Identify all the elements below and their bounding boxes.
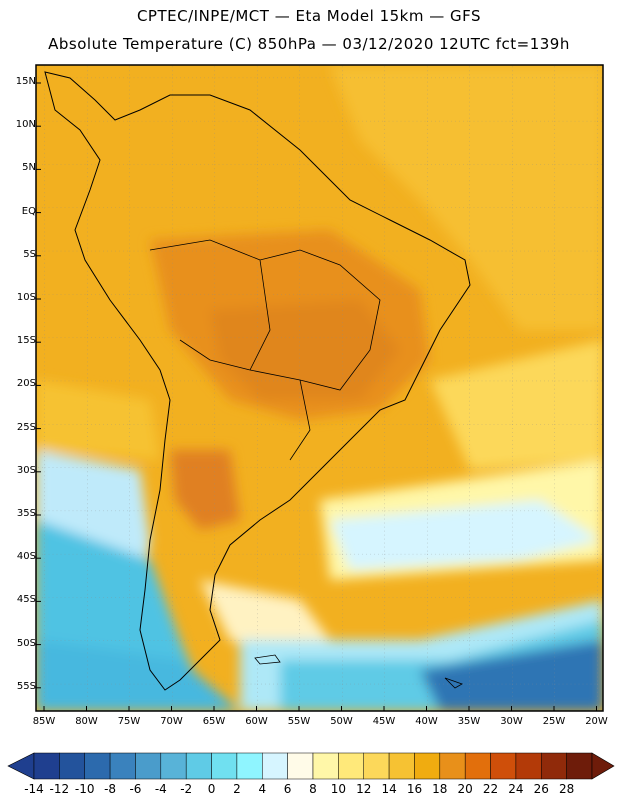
colorbar-swatch: [414, 752, 441, 780]
lat-label: 30S: [16, 464, 36, 476]
colorbar-label: 6: [283, 782, 292, 796]
lon-label: 45W: [372, 716, 396, 727]
colorbar-label: 16: [406, 782, 423, 796]
map-title-line-1: CPTEC/INPE/MCT — Eta Model 15km — GFS: [136, 7, 482, 25]
colorbar-swatch: [236, 752, 263, 780]
colorbar-swatch: [262, 752, 288, 780]
lon-label: 55W: [287, 716, 311, 727]
lat-label: 15N: [15, 76, 36, 87]
lon-label: 25W: [542, 716, 566, 727]
lat-label: 5N: [22, 162, 36, 174]
colorbar-swatch: [363, 752, 390, 780]
colorbar-label: -4: [154, 782, 167, 796]
temperature-field: [36, 65, 603, 711]
colorbar-swatch: [211, 752, 238, 780]
colorbar-min-arrow: [7, 752, 35, 780]
colorbar-swatch: [185, 752, 212, 780]
longitude-ticks: [43, 706, 597, 711]
colorbar-swatch: [287, 752, 314, 780]
lon-label: 60W: [245, 716, 268, 727]
colorbar-label: 26: [533, 782, 549, 796]
lat-label: 40S: [16, 551, 36, 563]
colorbar-swatch: [490, 752, 517, 780]
colorbar-swatch: [439, 752, 466, 780]
colorbar-label: 14: [381, 782, 397, 796]
colorbar-label: -10: [74, 782, 95, 796]
colorbar-swatch: [33, 752, 60, 780]
coastline: [44, 71, 471, 691]
colorbar-label: 0: [207, 782, 216, 796]
colorbar-label: 28: [558, 782, 575, 796]
map-frame: [35, 64, 604, 712]
lat-label: 35S: [16, 508, 36, 519]
colorbar-label: 8: [309, 782, 317, 796]
lon-label: 85W: [32, 716, 56, 727]
lon-label: 40W: [415, 716, 438, 727]
colorbar-swatch: [515, 752, 542, 780]
colorbar-swatch: [541, 752, 567, 780]
colorbar-label: 10: [330, 782, 346, 796]
lon-label: 35W: [457, 716, 481, 727]
lat-label: 25S: [16, 421, 36, 433]
colorbar-swatch: [388, 752, 415, 780]
colorbar-max-arrow: [591, 752, 615, 780]
lat-label: 50S: [16, 637, 36, 649]
lat-label: 20S: [16, 378, 36, 390]
colorbar-swatch: [84, 752, 111, 780]
lon-label: 70W: [160, 716, 183, 727]
lon-label: 65W: [202, 716, 226, 727]
colorbar-swatch: [464, 752, 491, 780]
lon-label: 80W: [75, 716, 98, 727]
colorbar-swatch: [566, 752, 593, 780]
latitude-ticks: [36, 82, 41, 689]
islands: [254, 654, 463, 689]
lon-label: 50W: [330, 716, 353, 727]
colorbar-swatch: [338, 752, 364, 780]
colorbar-swatch: [59, 752, 85, 780]
colorbar-swatch: [312, 752, 339, 780]
lon-label: 75W: [117, 716, 141, 727]
colorbar-label: 2: [233, 782, 241, 796]
graticule-grid: [36, 65, 603, 711]
map-title-line-2: Absolute Temperature (C) 850hPa — 03/12/…: [48, 35, 570, 53]
lat-label: 5S: [23, 248, 36, 260]
lat-label: 45S: [16, 594, 36, 606]
lon-label: 20W: [585, 716, 608, 727]
country-borders: [149, 239, 381, 461]
colorbar-label: 18: [432, 782, 448, 796]
lat-label: 55S: [16, 680, 36, 692]
lon-label: 30W: [500, 716, 523, 727]
colorbar-label: -12: [49, 782, 70, 796]
lat-label: 10N: [15, 119, 36, 131]
colorbar-label: -6: [129, 782, 142, 796]
colorbar-swatch: [160, 752, 187, 780]
colorbar: [7, 752, 615, 780]
colorbar-swatch: [135, 752, 162, 780]
colorbar-label: -8: [104, 782, 117, 796]
lat-label: 10S: [16, 292, 36, 303]
colorbar-swatch: [109, 752, 136, 780]
lat-label: 15S: [16, 335, 36, 347]
colorbar-label: 24: [508, 782, 524, 796]
colorbar-label: 20: [457, 782, 473, 796]
colorbar-label: 22: [482, 782, 499, 796]
colorbar-label: -14: [24, 782, 44, 796]
colorbar-label: 4: [258, 782, 267, 796]
lat-label: EQ: [21, 205, 36, 217]
colorbar-label: -2: [180, 782, 193, 796]
colorbar-label: 12: [356, 782, 372, 796]
